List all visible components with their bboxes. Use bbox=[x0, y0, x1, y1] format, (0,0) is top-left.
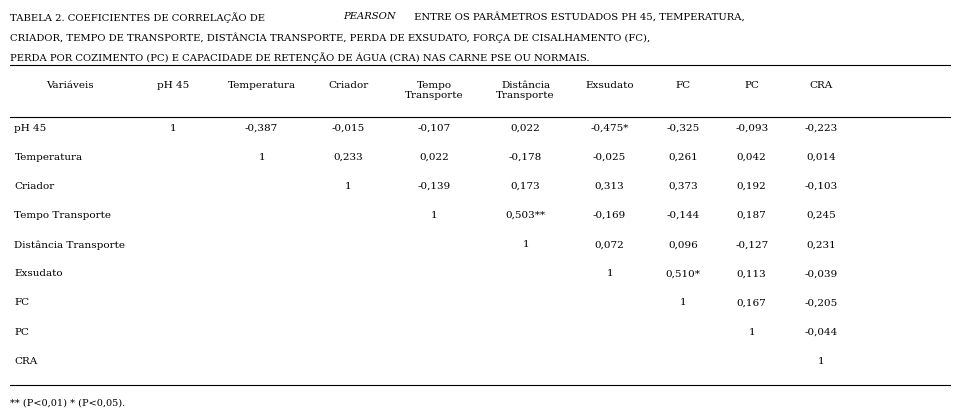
Text: CRIADOR, TEMPO DE TRANSPORTE, DISTÂNCIA TRANSPORTE, PERDA DE EXSUDATO, FORÇA DE : CRIADOR, TEMPO DE TRANSPORTE, DISTÂNCIA … bbox=[10, 32, 650, 43]
Text: Tempo Transporte: Tempo Transporte bbox=[14, 211, 111, 220]
Text: ** (P<0,01) * (P<0,05).: ** (P<0,01) * (P<0,05). bbox=[10, 399, 125, 408]
Text: -0,205: -0,205 bbox=[804, 299, 837, 308]
Text: 0,187: 0,187 bbox=[737, 211, 766, 220]
Text: 0,261: 0,261 bbox=[668, 153, 698, 162]
Text: -0,144: -0,144 bbox=[666, 211, 700, 220]
Text: -0,325: -0,325 bbox=[666, 124, 700, 133]
Text: Exsudato: Exsudato bbox=[14, 270, 63, 279]
Text: 0,373: 0,373 bbox=[668, 182, 698, 191]
Text: pH 45: pH 45 bbox=[156, 81, 189, 90]
Text: CRA: CRA bbox=[14, 357, 37, 366]
Text: FC: FC bbox=[676, 81, 690, 90]
Text: Distância
Transporte: Distância Transporte bbox=[496, 81, 555, 100]
Text: 1: 1 bbox=[170, 124, 176, 133]
Text: 0,096: 0,096 bbox=[668, 240, 698, 249]
Text: PC: PC bbox=[14, 328, 29, 337]
Text: -0,169: -0,169 bbox=[593, 211, 626, 220]
Text: Temperatura: Temperatura bbox=[228, 81, 296, 90]
Text: 1: 1 bbox=[680, 299, 686, 308]
Text: -0,015: -0,015 bbox=[331, 124, 365, 133]
Text: Criador: Criador bbox=[328, 81, 368, 90]
Text: CRA: CRA bbox=[809, 81, 832, 90]
Text: -0,025: -0,025 bbox=[593, 153, 626, 162]
Text: -0,387: -0,387 bbox=[245, 124, 278, 133]
Text: Variáveis: Variáveis bbox=[46, 81, 93, 90]
Text: 0,022: 0,022 bbox=[511, 124, 540, 133]
Text: TABELA 2. COEFICIENTES DE CORRELAÇÃO DE: TABELA 2. COEFICIENTES DE CORRELAÇÃO DE bbox=[10, 12, 268, 23]
Text: Tempo
Transporte: Tempo Transporte bbox=[405, 81, 464, 100]
Text: 1: 1 bbox=[607, 270, 612, 279]
Text: Temperatura: Temperatura bbox=[14, 153, 83, 162]
Text: -0,475*: -0,475* bbox=[590, 124, 629, 133]
Text: -0,139: -0,139 bbox=[418, 182, 451, 191]
Text: 0,042: 0,042 bbox=[737, 153, 766, 162]
Text: 0,503**: 0,503** bbox=[506, 211, 545, 220]
Text: 0,233: 0,233 bbox=[333, 153, 363, 162]
Text: 0,231: 0,231 bbox=[806, 240, 835, 249]
Text: -0,044: -0,044 bbox=[804, 328, 837, 337]
Text: 1: 1 bbox=[749, 328, 755, 337]
Text: PC: PC bbox=[744, 81, 759, 90]
Text: 0,245: 0,245 bbox=[806, 211, 835, 220]
Text: pH 45: pH 45 bbox=[14, 124, 47, 133]
Text: -0,223: -0,223 bbox=[804, 124, 837, 133]
Text: FC: FC bbox=[14, 299, 30, 308]
Text: -0,107: -0,107 bbox=[418, 124, 451, 133]
Text: PEARSON: PEARSON bbox=[343, 12, 396, 21]
Text: -0,093: -0,093 bbox=[735, 124, 768, 133]
Text: 1: 1 bbox=[818, 357, 824, 366]
Text: -0,178: -0,178 bbox=[509, 153, 542, 162]
Text: 1: 1 bbox=[258, 153, 265, 162]
Text: Criador: Criador bbox=[14, 182, 55, 191]
Text: 0,022: 0,022 bbox=[420, 153, 449, 162]
Text: 1: 1 bbox=[522, 240, 529, 249]
Text: 0,014: 0,014 bbox=[806, 153, 835, 162]
Text: 1: 1 bbox=[431, 211, 438, 220]
Text: -0,103: -0,103 bbox=[804, 182, 837, 191]
Text: 0,173: 0,173 bbox=[511, 182, 540, 191]
Text: -0,039: -0,039 bbox=[804, 270, 837, 279]
Text: PERDA POR COZIMENTO (PC) E CAPACIDADE DE RETENÇÃO DE ÁGUA (CRA) NAS CARNE PSE OU: PERDA POR COZIMENTO (PC) E CAPACIDADE DE… bbox=[10, 53, 589, 63]
Text: 1: 1 bbox=[345, 182, 351, 191]
Text: Exsudato: Exsudato bbox=[586, 81, 634, 90]
Text: 0,313: 0,313 bbox=[595, 182, 624, 191]
Text: 0,072: 0,072 bbox=[595, 240, 624, 249]
Text: -0,127: -0,127 bbox=[735, 240, 768, 249]
Text: 0,510*: 0,510* bbox=[665, 270, 701, 279]
Text: 0,113: 0,113 bbox=[737, 270, 766, 279]
Text: 0,167: 0,167 bbox=[737, 299, 766, 308]
Text: ENTRE OS PARÂMETROS ESTUDADOS PH 45, TEMPERATURA,: ENTRE OS PARÂMETROS ESTUDADOS PH 45, TEM… bbox=[411, 12, 744, 22]
Text: Distância Transporte: Distância Transporte bbox=[14, 240, 126, 250]
Text: 0,192: 0,192 bbox=[737, 182, 766, 191]
